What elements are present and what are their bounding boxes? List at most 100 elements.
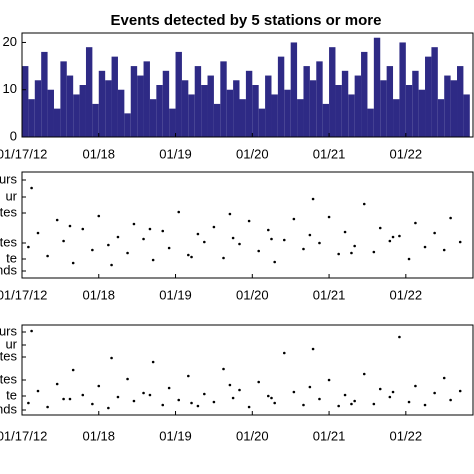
point [337,252,340,256]
point [167,246,171,250]
point [311,347,315,351]
point [362,372,366,376]
bar [450,80,458,137]
bar [213,103,221,137]
bar [22,66,29,137]
axes-box [21,32,474,138]
point [91,248,94,252]
point [46,254,49,258]
point [391,390,395,394]
point [362,202,366,206]
point [350,402,353,406]
point [151,258,155,262]
point [372,402,376,406]
bar [265,75,272,137]
point [353,399,356,403]
point [273,401,276,405]
point [36,231,40,235]
point [372,250,376,254]
point [311,197,315,201]
bar [233,80,240,137]
bar [188,94,195,137]
x-tick-label: 01/22 [390,428,423,443]
y-tick-label: ur [5,188,17,203]
point [231,236,235,240]
point [266,228,270,232]
y-tick-label: tes [0,348,17,363]
point [458,240,462,244]
point [126,377,129,381]
y-tick-label: ur [5,336,17,351]
point [107,243,110,247]
point [273,260,276,264]
y-tick-label: tes [0,204,17,219]
point [449,216,452,220]
point [292,217,296,221]
point [398,234,401,238]
point [161,229,165,233]
point [81,227,85,231]
point [203,240,206,244]
point [55,382,59,386]
point [388,239,392,243]
bar [277,56,285,137]
point [91,402,94,406]
bar [284,89,291,137]
bar [399,42,406,137]
point [62,397,65,401]
y-tick-label: 20 [3,34,17,49]
point [71,368,75,372]
point [107,406,110,410]
point [433,391,436,395]
point [343,393,347,397]
point [327,378,331,382]
bar [207,75,214,137]
point [378,226,382,230]
point [238,242,241,246]
bar [60,61,67,138]
bar [329,47,336,137]
x-tick-label: 01/20 [236,146,269,161]
point [132,222,136,226]
bar [361,51,368,138]
point [212,400,216,404]
point [318,397,321,401]
point [270,396,273,400]
point [116,395,120,399]
point [27,245,30,249]
bar [85,47,93,137]
x-tick-label: 01/22 [390,287,423,302]
bar [463,94,470,137]
bar [156,85,163,137]
bar [181,80,189,137]
point [142,237,145,241]
point [46,405,49,409]
x-tick-label: 01/17/12 [0,146,47,161]
bar [412,70,419,137]
y-tick-label: nds [0,401,17,416]
point [449,398,452,402]
point [68,397,72,401]
bar [137,75,144,137]
point [433,231,436,235]
point [132,399,136,403]
bar [405,85,413,137]
bar [444,75,451,137]
bar [79,85,86,137]
x-tick-label: 01/19 [159,146,192,161]
bar [437,99,445,137]
x-tick-label: 01/17/12 [0,287,47,302]
point [167,386,171,390]
bar [220,61,227,138]
chart-title: Events detected by 5 stations or more [111,12,382,29]
point [222,256,225,260]
point [187,374,190,378]
point [228,212,232,216]
point [257,249,260,253]
point [190,401,193,405]
bar [348,94,355,137]
bar [354,75,362,137]
point [398,335,401,339]
point [407,400,411,404]
bar [367,108,374,137]
